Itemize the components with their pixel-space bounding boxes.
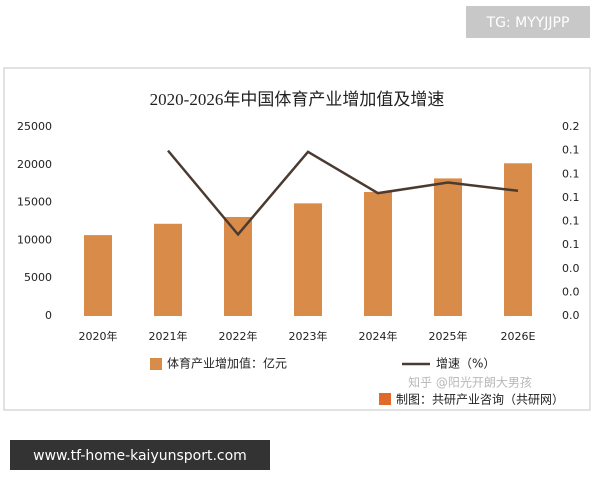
bar (84, 235, 112, 316)
y-tick-label: 5000 (24, 271, 52, 284)
x-tick-label: 2022年 (219, 329, 258, 343)
y2-tick-label: 0.0 (562, 285, 580, 298)
line (167, 149, 519, 237)
source: 制图：共研产业咨询（共研网） (396, 392, 564, 407)
y2-tick-label: 0.1 (562, 238, 580, 251)
y2-tick-label: 0.1 (562, 167, 580, 180)
y2-tick-label: 0.0 (562, 262, 580, 275)
bar (224, 216, 252, 316)
y-tick-label: 15000 (17, 196, 52, 209)
y2-tick-label: 0.2 (562, 120, 580, 133)
x-tick-label: 2026E (501, 330, 536, 343)
source-icon (379, 393, 391, 405)
bar (154, 223, 182, 316)
x-tick-label: 2023年 (289, 329, 328, 343)
bar (434, 178, 462, 316)
y2-tick-label: 0.1 (562, 191, 580, 204)
x-tick-label: 2021年 (149, 329, 188, 343)
y-tick-label: 25000 (17, 120, 52, 133)
bar (364, 192, 392, 316)
tag-text: TG: MYYJJPP (486, 15, 570, 31)
bar (504, 163, 532, 316)
legend-label: 增速（%） (436, 357, 495, 371)
x-tick-label: 2020年 (79, 329, 118, 343)
watermark: 知乎 @阳光开朗大男孩 (408, 376, 532, 390)
y-tick-label: 0 (45, 309, 52, 322)
y2-tick-label: 0.0 (562, 309, 580, 322)
y2-tick-label: 0.1 (562, 144, 580, 157)
legend-swatch (150, 358, 162, 370)
url-box (10, 440, 270, 470)
y2-tick-label: 0.1 (562, 215, 580, 228)
chart-title: 2020-2026年中国体育产业增加值及增速 (150, 90, 445, 109)
x-tick-label: 2025年 (429, 329, 468, 343)
y-tick-label: 20000 (17, 158, 52, 171)
legend-label: 体育产业增加值：亿元 (167, 356, 287, 371)
bar (294, 203, 322, 316)
tag-box (466, 6, 590, 38)
x-tick-label: 2024年 (359, 329, 398, 343)
url-text: www.tf-home-kaiyunsport.com (33, 448, 247, 464)
y-tick-label: 10000 (17, 233, 52, 246)
